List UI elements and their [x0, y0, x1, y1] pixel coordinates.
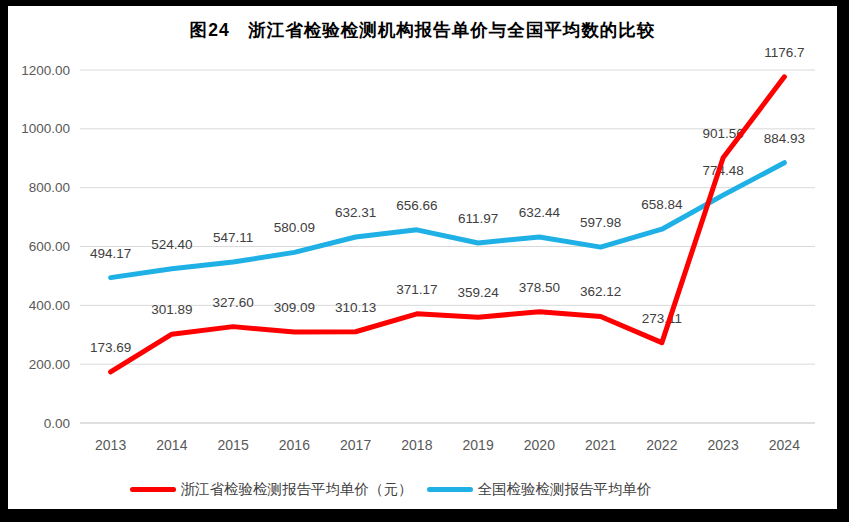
svg-text:656.66: 656.66	[396, 198, 437, 213]
svg-text:800.00: 800.00	[29, 180, 70, 195]
svg-text:2024: 2024	[769, 437, 800, 453]
svg-text:632.31: 632.31	[335, 205, 376, 220]
svg-text:611.97: 611.97	[458, 211, 498, 226]
svg-text:547.11: 547.11	[213, 230, 253, 245]
svg-text:273.11: 273.11	[642, 311, 682, 326]
series-line-zhejiang	[111, 77, 785, 372]
svg-text:173.69: 173.69	[90, 340, 131, 355]
svg-text:371.17: 371.17	[396, 282, 437, 297]
chart-canvas: 图24 浙江省检验检测机构报告单价与全国平均数的比较 0.00200.00400…	[8, 6, 837, 509]
svg-text:2023: 2023	[708, 437, 739, 453]
svg-text:2015: 2015	[218, 437, 249, 453]
svg-text:2022: 2022	[646, 437, 677, 453]
legend-entry-zhejiang: 浙江省检验检测报告平均单价（元）	[130, 480, 413, 499]
svg-text:597.98: 597.98	[580, 215, 621, 230]
y-axis-labels: 0.00 200.00 400.00 600.00 800.00 1000.00 1200.…	[21, 63, 70, 431]
svg-text:2021: 2021	[585, 437, 616, 453]
svg-text:378.50: 378.50	[519, 280, 560, 295]
legend-label-national: 全国检验检测报告平均单价	[478, 480, 652, 499]
svg-text:2018: 2018	[401, 437, 432, 453]
legend-entry-national: 全国检验检测报告平均单价	[427, 480, 652, 499]
legend-line-swatch-national	[427, 487, 473, 492]
svg-text:2017: 2017	[340, 437, 371, 453]
svg-text:309.09: 309.09	[274, 300, 315, 315]
legend-line-swatch-zhejiang	[130, 487, 176, 492]
svg-text:2014: 2014	[156, 437, 187, 453]
svg-text:658.84: 658.84	[641, 197, 683, 212]
series-line-national	[111, 163, 785, 278]
svg-text:580.09: 580.09	[274, 220, 315, 235]
line-chart-plot: 0.00 200.00 400.00 600.00 800.00 1000.00 1200.…	[8, 6, 837, 509]
svg-text:632.44: 632.44	[519, 205, 561, 220]
svg-text:327.60: 327.60	[212, 295, 253, 310]
svg-text:1000.00: 1000.00	[21, 121, 70, 136]
svg-text:2013: 2013	[95, 437, 126, 453]
svg-text:362.12: 362.12	[580, 284, 621, 299]
svg-text:400.00: 400.00	[29, 298, 70, 313]
svg-text:2016: 2016	[279, 437, 310, 453]
svg-text:359.24: 359.24	[457, 285, 499, 300]
x-axis-labels: 2013 2014 2015 2016 2017 2018 2019 2020 2021 2022…	[95, 437, 800, 453]
svg-text:524.40: 524.40	[151, 237, 192, 252]
chart-legend: 浙江省检验检测报告平均单价（元） 全国检验检测报告平均单价	[0, 480, 805, 499]
svg-text:884.93: 884.93	[764, 131, 805, 146]
svg-text:600.00: 600.00	[29, 239, 70, 254]
legend-label-zhejiang: 浙江省检验检测报告平均单价（元）	[181, 480, 413, 499]
svg-text:301.89: 301.89	[151, 302, 192, 317]
svg-text:1176.7: 1176.7	[764, 45, 804, 60]
chart-border-frame: 图24 浙江省检验检测机构报告单价与全国平均数的比较 0.00200.00400…	[0, 0, 849, 522]
svg-text:310.13: 310.13	[335, 300, 376, 315]
svg-text:494.17: 494.17	[90, 246, 131, 261]
svg-text:0.00: 0.00	[44, 416, 70, 431]
svg-text:200.00: 200.00	[29, 357, 70, 372]
svg-text:2019: 2019	[463, 437, 494, 453]
svg-text:1200.00: 1200.00	[21, 63, 70, 78]
data-labels: 173.69 301.89 327.60 309.09 310.13 371.17 359.…	[90, 45, 805, 355]
svg-text:2020: 2020	[524, 437, 555, 453]
